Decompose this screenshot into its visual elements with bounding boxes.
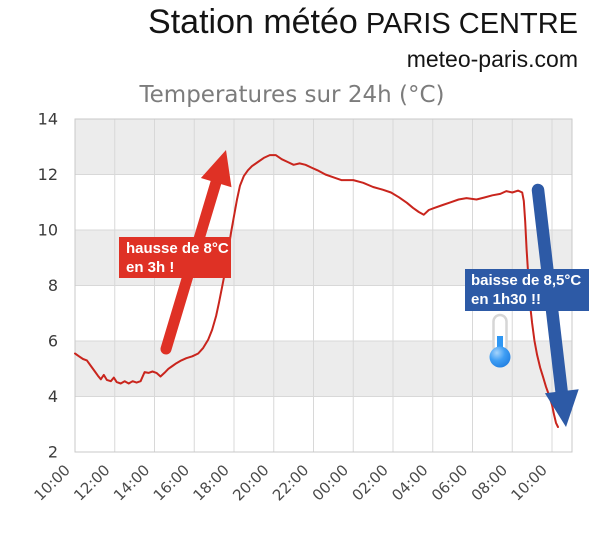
station-title: Station météo — [148, 3, 358, 41]
y-tick-label: 8 — [48, 276, 58, 295]
header: Station météo PARIS CENTRE meteo-paris.co… — [148, 2, 578, 71]
plot-bands — [75, 119, 572, 452]
plot-band — [75, 396, 572, 452]
y-axis-labels: 14 12 10 8 6 4 2 — [38, 110, 58, 462]
fall-label-line2: en 1h30 !! — [471, 291, 541, 308]
fall-label-line1: baisse de 8,5°C — [471, 272, 581, 289]
website-url: meteo-paris.com — [406, 46, 578, 72]
y-tick-label: 4 — [48, 387, 58, 406]
x-tick-label: 10:00 — [31, 461, 74, 504]
y-tick-label: 2 — [48, 443, 58, 462]
x-tick-label: 08:00 — [468, 461, 511, 504]
chart-title: Temperatures sur 24h (°C) — [139, 82, 445, 108]
x-tick-label: 16:00 — [150, 461, 193, 504]
rise-annotation: hausse de 8°C en 3h ! — [119, 150, 232, 355]
temperature-line — [74, 154, 559, 428]
fall-annotation: baisse de 8,5°C en 1h30 !! — [465, 183, 589, 427]
x-tick-label: 00:00 — [309, 461, 352, 504]
y-tick-label: 6 — [48, 332, 58, 351]
y-tick-label: 10 — [38, 221, 58, 240]
x-tick-label: 02:00 — [349, 461, 392, 504]
rise-label-box — [119, 237, 231, 278]
x-tick-label: 04:00 — [388, 461, 431, 504]
station-location: PARIS CENTRE — [365, 8, 578, 40]
x-tick-label: 12:00 — [70, 461, 113, 504]
thermometer-mercury — [497, 336, 503, 352]
fall-label-box — [465, 269, 589, 311]
x-tick-label: 18:00 — [190, 461, 233, 504]
fall-arrowhead-icon — [544, 389, 579, 427]
plot-band — [75, 119, 572, 175]
x-tick-label: 22:00 — [269, 461, 312, 504]
thermometer-bulb — [489, 346, 511, 368]
x-tick-label: 20:00 — [229, 461, 272, 504]
page-title: Station météo PARIS CENTRE — [148, 2, 578, 49]
x-tick-label: 06:00 — [428, 461, 471, 504]
plot-band — [75, 341, 572, 397]
rise-arrowhead-icon — [200, 150, 232, 188]
rise-label-line1: hausse de 8°C — [126, 240, 229, 257]
rise-label-line2: en 3h ! — [126, 259, 174, 276]
x-tick-label: 10:00 — [508, 461, 551, 504]
plot-band — [75, 174, 572, 230]
thermometer-icon — [489, 313, 511, 368]
x-tick-label: 14:00 — [110, 461, 153, 504]
x-axis-labels: 10:0012:0014:0016:0018:0020:0022:0000:00… — [31, 461, 551, 504]
y-tick-label: 12 — [38, 165, 58, 184]
y-tick-label: 14 — [38, 110, 58, 129]
